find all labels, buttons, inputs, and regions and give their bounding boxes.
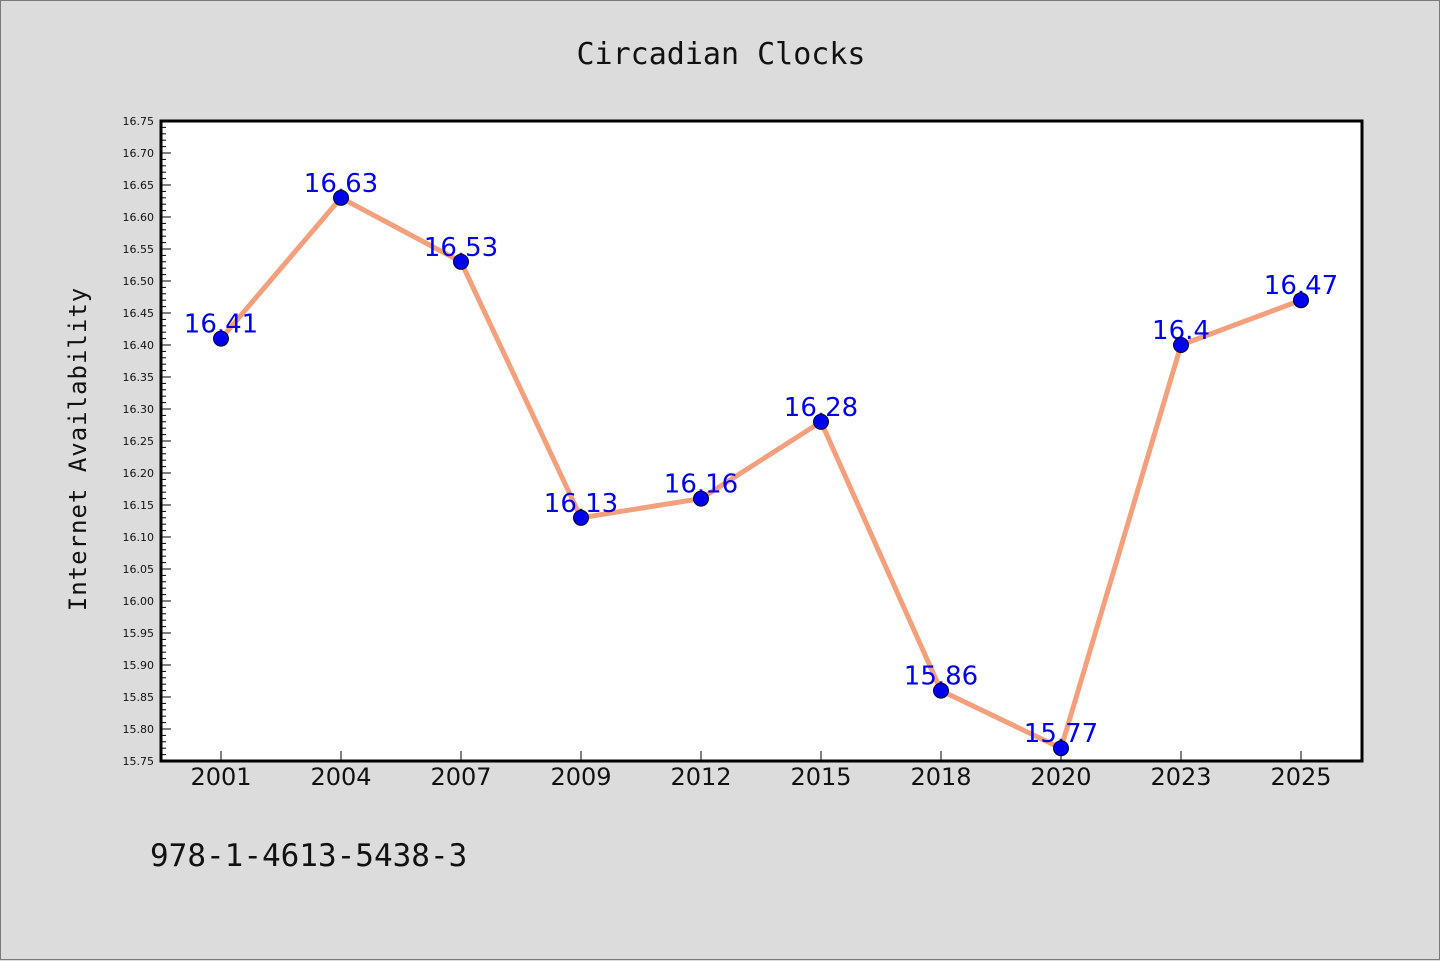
y-tick-label: 16.10 <box>123 531 155 544</box>
x-tick-label: 2025 <box>1270 763 1331 791</box>
y-tick-label: 16.05 <box>123 563 155 576</box>
x-tick-label: 2007 <box>430 763 491 791</box>
data-point <box>813 413 829 430</box>
x-tick-label: 2015 <box>790 763 851 791</box>
data-markers <box>213 189 1309 757</box>
y-tick-label: 16.60 <box>123 211 155 224</box>
x-tick-label: 2023 <box>1150 763 1211 791</box>
data-point <box>1293 292 1309 309</box>
data-point <box>573 509 589 526</box>
y-tick-label: 16.15 <box>123 499 155 512</box>
y-tick-label: 15.80 <box>123 723 155 736</box>
data-point <box>693 490 709 507</box>
data-point <box>453 253 469 270</box>
data-point <box>1173 337 1189 353</box>
data-point <box>333 189 349 206</box>
x-tick-label: 2001 <box>190 763 251 791</box>
y-tick-label: 15.90 <box>123 659 155 672</box>
y-tick-label: 16.40 <box>123 339 155 352</box>
data-point <box>1053 740 1069 757</box>
isbn-footer: 978-1-4613-5438-3 <box>150 838 467 874</box>
y-tick-label: 16.00 <box>123 595 155 608</box>
data-labels: 16.4116.6316.5316.1316.1616.2815.8615.77… <box>184 169 1338 749</box>
y-tick-label: 16.55 <box>123 243 155 256</box>
axis-ticks: 15.75 15.80 15.85 15.90 15.95 16.00 16.05 16.10… <box>123 115 1332 791</box>
chart-title: Circadian Clocks <box>577 37 866 72</box>
x-tick-label: 2018 <box>910 763 971 791</box>
data-point <box>933 682 949 699</box>
series-line-layer <box>218 195 1304 751</box>
y-tick-label: 15.95 <box>123 627 155 640</box>
data-point <box>213 330 229 347</box>
y-tick-label: 16.20 <box>123 467 155 480</box>
y-tick-label: 16.75 <box>123 115 155 128</box>
y-tick-label: 16.25 <box>123 435 155 448</box>
x-tick-label: 2020 <box>1030 763 1091 791</box>
y-tick-label: 15.75 <box>123 755 155 768</box>
y-tick-label: 16.65 <box>123 179 155 192</box>
y-axis-label: Internet Availability <box>64 287 92 611</box>
y-tick-label: 16.35 <box>123 371 155 384</box>
plot-area <box>159 119 1364 763</box>
y-tick-label: 16.70 <box>123 147 155 160</box>
y-tick-label: 15.85 <box>123 691 155 704</box>
x-tick-label: 2004 <box>310 763 371 791</box>
x-tick-label: 2009 <box>550 763 611 791</box>
y-tick-label: 16.50 <box>123 275 155 288</box>
x-tick-label: 2012 <box>670 763 731 791</box>
y-tick-label: 16.30 <box>123 403 155 416</box>
y-tick-label: 16.45 <box>123 307 155 320</box>
series-line <box>218 195 1304 751</box>
